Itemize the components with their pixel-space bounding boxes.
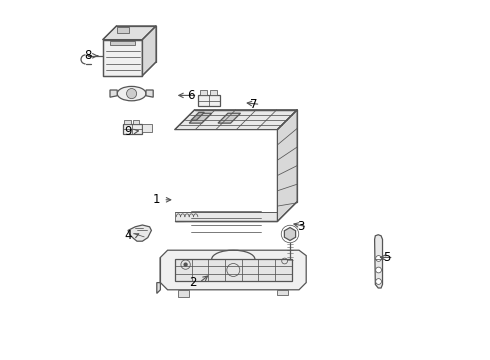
Polygon shape: [128, 225, 151, 241]
Bar: [110, 41, 135, 45]
Circle shape: [376, 279, 381, 284]
Polygon shape: [218, 113, 241, 123]
Text: 3: 3: [297, 220, 304, 233]
Circle shape: [376, 267, 381, 273]
Polygon shape: [103, 26, 156, 40]
Text: 9: 9: [124, 125, 132, 138]
Bar: [117, 27, 129, 33]
Polygon shape: [189, 113, 212, 123]
Text: 2: 2: [189, 276, 196, 289]
Circle shape: [183, 262, 188, 267]
Text: 1: 1: [153, 193, 161, 206]
Polygon shape: [374, 235, 383, 288]
Text: 5: 5: [384, 251, 391, 264]
Bar: [200, 90, 207, 95]
Polygon shape: [175, 110, 297, 130]
Polygon shape: [160, 250, 306, 290]
Bar: [210, 90, 217, 95]
Bar: [178, 290, 189, 297]
Polygon shape: [191, 112, 204, 120]
Polygon shape: [103, 40, 143, 76]
Bar: [198, 95, 220, 106]
Polygon shape: [110, 90, 117, 97]
Polygon shape: [146, 90, 153, 97]
Polygon shape: [143, 26, 156, 76]
Circle shape: [376, 256, 381, 261]
Text: 7: 7: [250, 98, 258, 111]
Bar: [143, 124, 152, 132]
Bar: [175, 212, 277, 221]
Text: 6: 6: [187, 89, 195, 102]
Polygon shape: [277, 110, 297, 221]
Circle shape: [126, 89, 137, 99]
Polygon shape: [175, 259, 292, 281]
Polygon shape: [157, 257, 160, 293]
Bar: [133, 120, 139, 124]
Text: 4: 4: [124, 229, 132, 242]
Bar: [122, 124, 143, 134]
Polygon shape: [175, 220, 277, 221]
Polygon shape: [284, 228, 295, 240]
Text: 8: 8: [85, 49, 92, 62]
Bar: [124, 120, 131, 124]
Ellipse shape: [117, 86, 146, 101]
Bar: [277, 290, 288, 295]
